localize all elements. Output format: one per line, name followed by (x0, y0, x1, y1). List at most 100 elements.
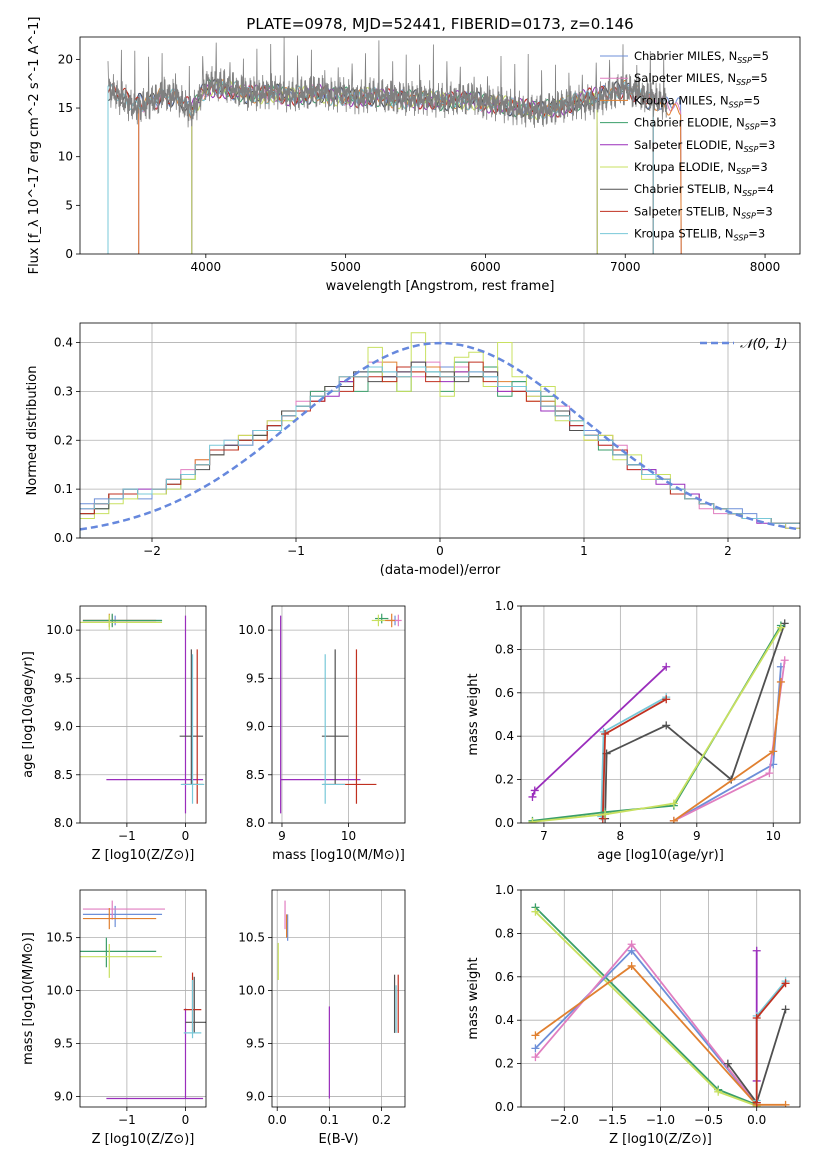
y-tick-label: 8.0 (246, 816, 265, 830)
y-axis-label: mass [log10(M/M⊙)] (21, 932, 36, 1065)
x-tick-label: −1.0 (646, 1113, 675, 1127)
weight-marker (601, 810, 610, 819)
legend-entry: Chabrier MILES, NSSP=5 (634, 49, 769, 65)
y-tick-label: 9.0 (246, 720, 265, 734)
legend-entry: Kroupa STELIB, NSSP=3 (634, 227, 765, 243)
x-axis-label: Z [log10(Z/Z⊙)] (92, 1132, 195, 1147)
y-tick-label: 0.8 (495, 642, 514, 656)
y-tick-label: 20 (58, 52, 73, 66)
axes-frame (271, 605, 406, 824)
weight-marker (752, 1098, 761, 1107)
y-tick-label: 10.5 (46, 931, 73, 945)
legend-entry: Salpeter MILES, NSSP=5 (634, 71, 768, 87)
weight-marker (531, 1053, 540, 1062)
y-tick-label: 9.5 (54, 1036, 73, 1050)
x-tick-label: 0.0 (268, 1113, 287, 1127)
model-spectrum-line (138, 83, 682, 254)
x-tick-label: 6000 (470, 260, 501, 274)
weight-marker (601, 730, 610, 739)
normal-curve (80, 341, 800, 531)
legend-entry: Salpeter STELIB, NSSP=3 (634, 204, 773, 220)
x-tick-label: 0 (182, 829, 190, 843)
y-tick-label: 0.4 (54, 336, 73, 350)
legend: 𝒩(0, 1) (700, 337, 787, 352)
chart-spectrum: 4000 5000 6000 7000 8000 0 5 10 15 20 Chabrier MIL… (27, 17, 801, 294)
weight-marker (662, 721, 671, 730)
weight-line (604, 623, 786, 819)
y-axis-label: Normed distribution (25, 366, 40, 496)
weight-marker (781, 979, 790, 988)
weight-marker (531, 1031, 540, 1040)
x-axis-label: E(B-V) (318, 1132, 358, 1147)
weight-marker (627, 961, 636, 970)
plot-area (80, 900, 206, 1100)
y-tick-label: 0.2 (495, 773, 514, 787)
x-tick-label: 10 (341, 829, 356, 843)
weight-marker (714, 1087, 723, 1096)
axes-frame (79, 889, 207, 1108)
plot-area (80, 613, 205, 814)
y-tick-label: 0.1 (54, 482, 73, 496)
y-tick-label: 0.4 (495, 729, 514, 743)
y-tick-label: 1.0 (495, 599, 514, 613)
legend: Chabrier MILES, NSSP=5 Salpeter MILES, NS… (600, 49, 776, 243)
weight-marker (752, 946, 761, 955)
legend-entry: Kroupa ELODIE, NSSP=3 (634, 160, 768, 176)
x-tick-label: −2.0 (550, 1113, 579, 1127)
chart-weight-vs-Z: −2.0 −1.5 −1.0 −0.5 0.0 0.0 0.2 0.4 0.6 0.8 1.0 Z [… (466, 883, 801, 1147)
x-tick-label: 1 (580, 544, 588, 558)
legend-entry: Chabrier ELODIE, NSSP=3 (634, 116, 776, 132)
x-axis-label: age [log10(age/yr)] (597, 848, 724, 863)
plot-area (528, 619, 789, 823)
x-tick-label: −1.5 (598, 1113, 627, 1127)
weight-marker (776, 623, 785, 632)
y-tick-label: 15 (58, 101, 73, 115)
weight-marker (531, 907, 540, 916)
weight-line (532, 625, 782, 822)
observed-spectrum-line (107, 37, 668, 128)
weight-marker (669, 799, 678, 808)
weight-line (534, 906, 758, 1106)
weight-marker (765, 769, 774, 778)
y-tick-label: 8.5 (54, 768, 73, 782)
plot-area (280, 613, 402, 814)
x-axis-label: mass [log10(M/M⊙)] (272, 848, 405, 863)
weight-marker (662, 662, 671, 671)
x-tick-label: 0.2 (372, 1113, 391, 1127)
weight-marker (781, 1100, 790, 1107)
y-tick-label: 0.8 (495, 926, 514, 940)
chart-mass-vs-Z: −1 0 9.0 9.5 10.0 10.5 Z [log10(Z/Z⊙)] mass [lo… (21, 889, 207, 1147)
axes-frame (520, 605, 801, 824)
y-tick-label: 0.6 (495, 970, 514, 984)
y-tick-label: 0.2 (54, 433, 73, 447)
weight-line (755, 980, 787, 1101)
y-axis-label: Flux [f_λ 10^-17 erg cm^-2 s^-1 A^-1] (27, 17, 42, 275)
chart-residuals: −2 −1 0 1 2 0.0 0.1 0.2 0.3 0.4 𝒩(0, 1) (data-model… (25, 322, 801, 578)
weight-marker (776, 677, 785, 686)
x-tick-label: −1 (118, 829, 136, 843)
plot-area (107, 37, 682, 254)
weight-marker (531, 1044, 540, 1053)
chart-weight-vs-age: 7 8 9 10 0.0 0.2 0.4 0.6 0.8 1.0 age [log10(age/yr… (466, 599, 801, 863)
x-tick-label: −1 (287, 544, 305, 558)
weight-marker (598, 814, 607, 823)
x-tick-label: −0.5 (694, 1113, 723, 1127)
y-tick-label: 0.0 (54, 531, 73, 545)
y-tick-label: 0.6 (495, 686, 514, 700)
plot-area (277, 900, 399, 1099)
x-tick-label: 5000 (330, 260, 361, 274)
y-tick-label: 10.0 (46, 984, 73, 998)
x-tick-label: 7 (540, 829, 548, 843)
y-tick-label: 9.0 (54, 720, 73, 734)
weight-marker (669, 816, 678, 823)
y-tick-label: 0.3 (54, 384, 73, 398)
y-tick-label: 9.5 (54, 671, 73, 685)
y-tick-label: 0.0 (495, 816, 514, 830)
y-tick-label: 9.5 (246, 671, 265, 685)
figure-title: PLATE=0978, MJD=52441, FIBERID=0173, z=0… (246, 15, 633, 33)
weight-marker (530, 786, 539, 795)
x-axis-label: wavelength [Angstrom, rest frame] (326, 279, 555, 294)
weight-marker (528, 817, 537, 823)
x-tick-label: −2 (143, 544, 161, 558)
